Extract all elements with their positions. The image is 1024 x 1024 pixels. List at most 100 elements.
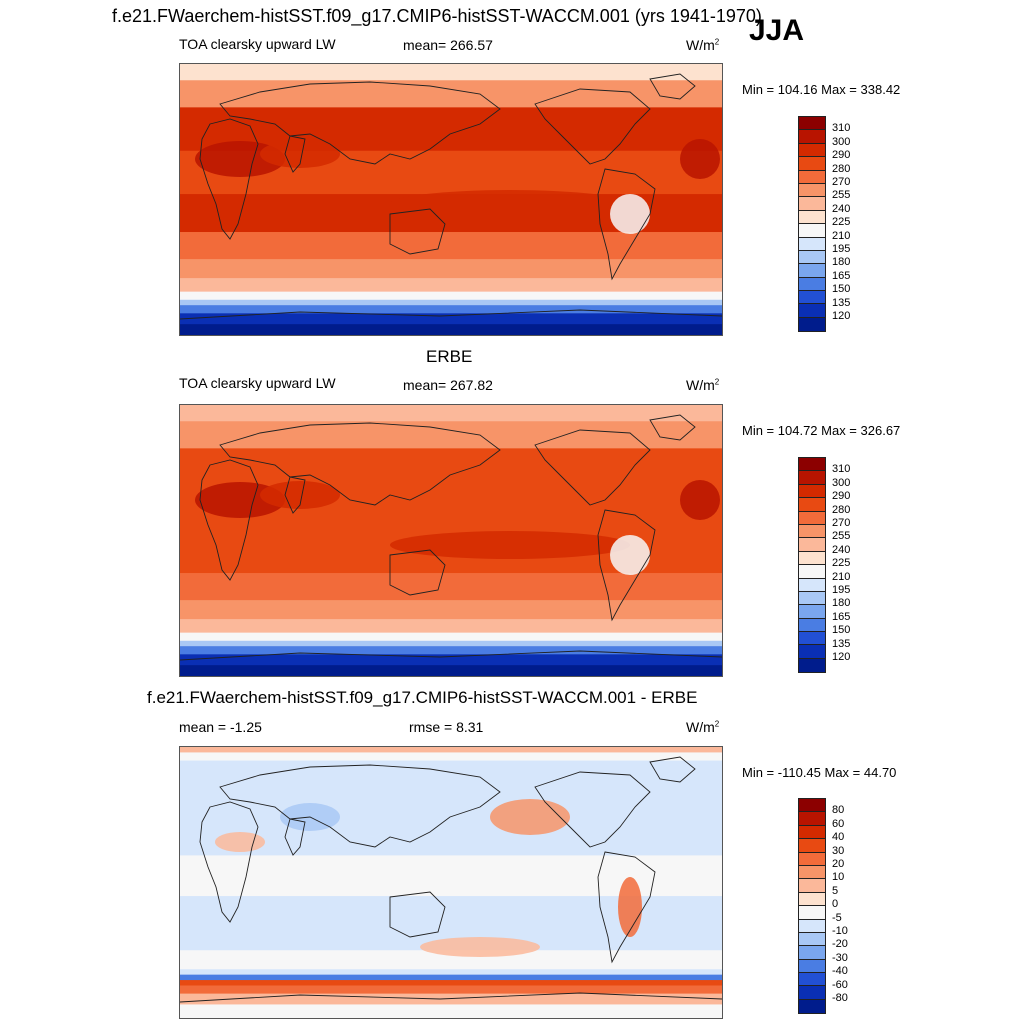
colorbar-tick-label: 0 xyxy=(832,898,839,911)
colorbar-swatch xyxy=(799,210,825,225)
colorbar-swatch xyxy=(799,143,825,158)
panel3-colorbar xyxy=(798,798,826,1015)
colorbar-swatch xyxy=(799,197,825,211)
map-field-blob xyxy=(390,190,630,218)
colorbar-tick-label: 120 xyxy=(832,310,851,322)
colorbar-swatch xyxy=(799,524,825,539)
colorbar-tick-label: 240 xyxy=(832,543,851,556)
coastline xyxy=(389,208,446,255)
panel1-map xyxy=(179,63,723,336)
map-band xyxy=(180,1004,722,1018)
colorbar-tick-label: -80 xyxy=(832,992,848,1004)
colorbar-swatch xyxy=(799,865,825,880)
colorbar-swatch xyxy=(799,458,825,472)
map-band xyxy=(180,619,722,634)
coastline xyxy=(389,549,446,596)
colorbar-swatch xyxy=(799,130,825,144)
colorbar-tick-label: 120 xyxy=(832,651,851,663)
colorbar-swatch xyxy=(799,224,825,238)
coastline xyxy=(597,851,656,964)
colorbar-tick-label: 195 xyxy=(832,243,851,255)
colorbar-swatch xyxy=(799,892,825,907)
colorbar-tick-label: 165 xyxy=(832,269,851,282)
coastline xyxy=(597,509,656,622)
coastline xyxy=(180,992,722,1003)
colorbar-swatch xyxy=(799,471,825,485)
panel2-mean: mean= 267.82 xyxy=(403,377,493,393)
colorbar-swatch xyxy=(799,498,825,512)
map-band xyxy=(180,747,722,753)
map-band xyxy=(180,313,722,325)
map-band xyxy=(180,278,722,293)
panel2-map xyxy=(179,404,723,677)
coastline xyxy=(284,476,306,514)
panel3-mean: mean = -1.25 xyxy=(179,719,262,735)
map-band xyxy=(180,305,722,314)
colorbar-tick-label: 225 xyxy=(832,557,851,570)
coastline xyxy=(534,429,651,506)
coastline xyxy=(534,771,651,848)
colorbar-swatch xyxy=(799,618,825,633)
panel1-units: W/m2 xyxy=(686,37,720,53)
season-label: JJA xyxy=(749,14,805,47)
colorbar-swatch xyxy=(799,157,825,171)
map-band xyxy=(180,654,722,666)
map-band xyxy=(180,421,722,449)
panel3-units: W/m2 xyxy=(686,719,720,735)
colorbar-swatch xyxy=(799,999,825,1014)
map-band xyxy=(180,993,722,1005)
colorbar-tick-label: 180 xyxy=(832,256,851,269)
colorbar-tick-label: 40 xyxy=(832,831,845,844)
map-band xyxy=(180,600,722,620)
coastline xyxy=(219,764,501,848)
colorbar-swatch xyxy=(799,291,825,305)
map-band xyxy=(180,969,722,976)
colorbar-swatch xyxy=(799,484,825,499)
map-band xyxy=(180,974,722,981)
colorbar-tick-label: 290 xyxy=(832,149,851,162)
panel2-minmax: Min = 104.72 Max = 326.67 xyxy=(742,423,901,438)
panel3-rmse: rmse = 8.31 xyxy=(409,719,484,735)
map-field-blob xyxy=(215,832,265,852)
coastline xyxy=(284,818,306,856)
map-canvas xyxy=(180,747,722,1018)
map-band xyxy=(180,640,722,647)
colorbar-swatch xyxy=(799,986,825,1000)
colorbar-swatch xyxy=(799,304,825,318)
map-band xyxy=(180,448,722,493)
map-band xyxy=(180,232,722,260)
colorbar-swatch xyxy=(799,183,825,198)
colorbar-tick-label: 165 xyxy=(832,610,851,623)
map-field-blob xyxy=(610,535,650,575)
coastline xyxy=(199,801,259,923)
map-band xyxy=(180,801,722,856)
coastline xyxy=(597,168,656,281)
colorbar-swatch xyxy=(799,906,825,920)
coastline xyxy=(180,650,722,661)
colorbar-tick-label: 150 xyxy=(832,283,851,296)
colorbar-swatch xyxy=(799,632,825,646)
colorbar-tick-label: -20 xyxy=(832,938,848,951)
panel1-minmax: Min = 104.16 Max = 338.42 xyxy=(742,82,901,97)
map-band xyxy=(180,64,722,81)
map-field-blob xyxy=(680,139,720,179)
map-field-blob xyxy=(260,481,340,509)
map-band xyxy=(180,980,722,986)
coastline xyxy=(284,135,306,173)
coastline xyxy=(534,88,651,165)
panel2-colorbar xyxy=(798,457,826,674)
figure-title: f.e21.FWaerchem-histSST.f09_g17.CMIP6-hi… xyxy=(112,6,762,26)
colorbar-tick-label: 270 xyxy=(832,517,851,529)
colorbar-tick-label: -5 xyxy=(832,911,842,924)
map-band xyxy=(180,950,722,970)
colorbar-swatch xyxy=(799,170,825,184)
colorbar-tick-label: 60 xyxy=(832,817,845,830)
colorbar-tick-label: 255 xyxy=(832,530,851,543)
panel2-variable-label: TOA clearsky upward LW xyxy=(179,375,336,391)
colorbar-tick-label: 180 xyxy=(832,597,851,610)
colorbar-tick-label: 280 xyxy=(832,503,851,516)
colorbar-tick-label: 30 xyxy=(832,844,845,857)
panel3-minmax: Min = -110.45 Max = 44.70 xyxy=(742,765,897,780)
map-band xyxy=(180,752,722,762)
map-canvas xyxy=(180,405,722,676)
